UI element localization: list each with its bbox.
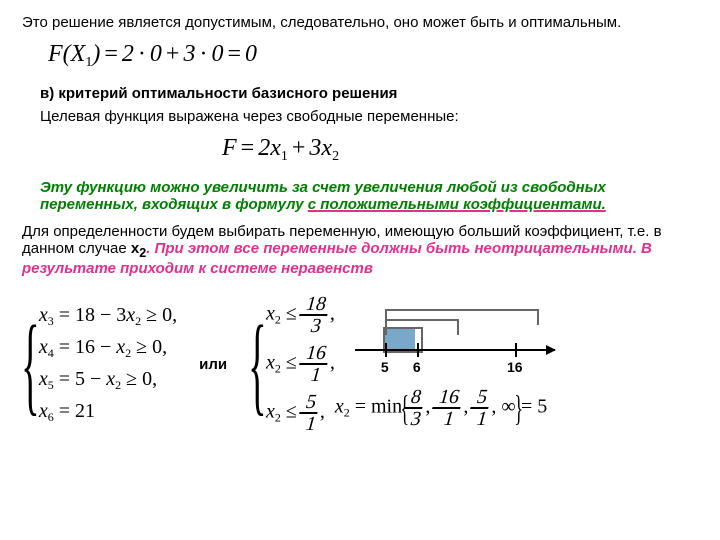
system-1: x3 = 18 − 3x2 ≥ 0, x4 = 16 − x2 ≥ 0, x5 = … (39, 297, 177, 432)
tick (417, 343, 419, 357)
brace-left-1: { (21, 315, 39, 414)
equation-min: x2 = min{83, 161, 51, ∞}= 5 (335, 387, 547, 429)
equation-f: F=2x1+3x2 (222, 135, 698, 165)
brace-left-2: { (248, 315, 266, 414)
tick-label: 5 (381, 359, 389, 375)
remark-green: Эту функцию можно увеличить за счет увел… (40, 179, 698, 213)
intro-text: Это решение является допустимым, следова… (22, 14, 698, 31)
sys1-row: x6 = 21 (39, 400, 177, 425)
section-c-title: в) критерий оптимальности базисного реше… (40, 85, 698, 102)
sys2-row: x2 ≤ 51, (266, 392, 335, 434)
tick (385, 343, 387, 357)
systems-row: { x3 = 18 − 3x2 ≥ 0, x4 = 16 − x2 ≥ 0, x5 … (22, 287, 698, 441)
tick (515, 343, 517, 357)
or-label: или (199, 356, 227, 373)
tick-label: 16 (507, 359, 523, 375)
var-x2: x2 (131, 240, 146, 257)
section-c-text: Целевая функция выражена через свободные… (40, 108, 698, 125)
sys1-row: x5 = 5 − x2 ≥ 0, (39, 368, 177, 393)
tick-label: 6 (413, 359, 421, 375)
sys2-row: x2 ≤ 183, (266, 294, 335, 336)
system-2: x2 ≤ 183, x2 ≤ 161, x2 ≤ 51, (266, 287, 335, 441)
equation-f-x1: F(X1)=2·0+3·0=0 (48, 41, 698, 71)
number-line: 5 6 16 (355, 299, 555, 379)
sys1-row: x4 = 16 − x2 ≥ 0, (39, 336, 177, 361)
green-underlined: с положительными коэффициентами. (308, 196, 606, 213)
sys2-row: x2 ≤ 161, (266, 343, 335, 385)
sys1-row: x3 = 18 − 3x2 ≥ 0, (39, 304, 177, 329)
remark-mixed: Для определенности будем выбирать переме… (22, 223, 698, 277)
